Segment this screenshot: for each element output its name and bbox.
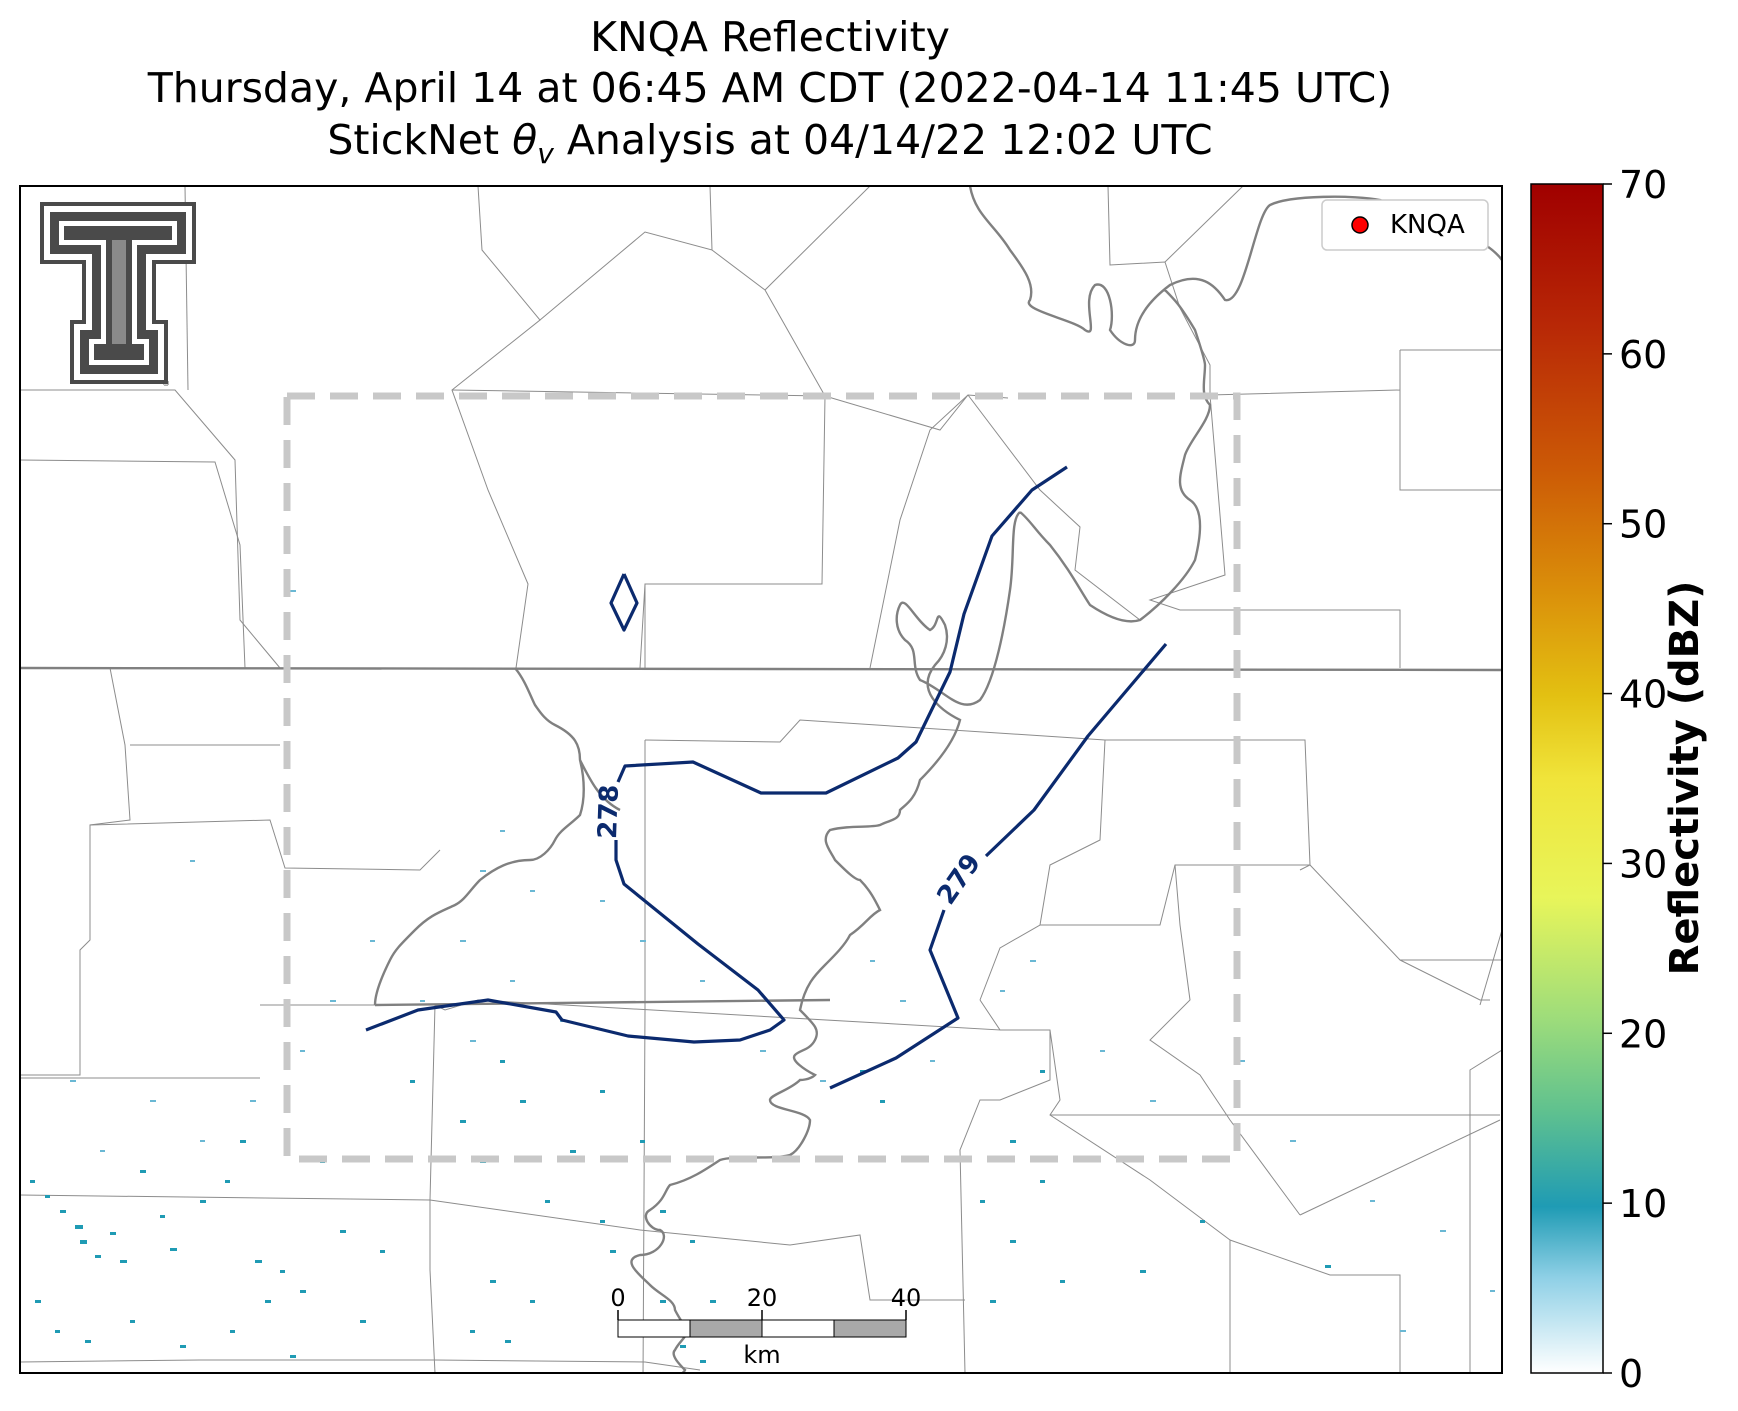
- mississippi-river: [630, 186, 1502, 1373]
- svg-text:®: ®: [162, 379, 170, 388]
- colorbar-tick-label: 40: [1619, 673, 1667, 717]
- legend-marker-knqa: [1351, 216, 1369, 234]
- colorbar-tick-label: 60: [1619, 333, 1667, 377]
- legend: KNQA: [1321, 199, 1489, 251]
- state-border-river-west: [373, 667, 621, 1006]
- chart-subtitle-time: Thursday, April 14 at 06:45 AM CDT (2022…: [147, 64, 1393, 112]
- colorbar-tick-label: 10: [1619, 1182, 1667, 1226]
- colorbar-tick-label: 70: [1619, 163, 1667, 207]
- analysis-domain-box: [283, 392, 1241, 1163]
- chart-title: KNQA Reflectivity: [590, 13, 950, 61]
- scale-bar: 0 20 40 km: [610, 1284, 921, 1369]
- colorbar: 0 10 20 30 40 50 60 70 Reflectivity (dBZ): [1530, 163, 1708, 1396]
- map-frame: [19, 185, 1503, 1374]
- colorbar-label: Reflectivity (dBZ): [1662, 581, 1708, 976]
- colorbar-tick-label: 0: [1619, 1352, 1643, 1396]
- colorbar-ticks: 0 10 20 30 40 50 60 70: [1603, 163, 1667, 1396]
- chart-subtitle-analysis: StickNet θv Analysis at 04/14/22 12:02 U…: [327, 116, 1213, 171]
- scale-tick-0: 0: [610, 1284, 625, 1312]
- scale-unit: km: [743, 1341, 780, 1369]
- texas-tech-double-t-logo: ®: [40, 202, 196, 388]
- colorbar-tick-label: 50: [1619, 503, 1667, 547]
- scale-tick-40: 40: [891, 1284, 922, 1312]
- colorbar-gradient: [1530, 183, 1604, 1374]
- contour-279: [829, 642, 1168, 1090]
- contour-278: [365, 465, 1068, 1044]
- contour-label-278: 278: [593, 784, 625, 839]
- map-area: 278 279 0 20 40 km ®: [20, 186, 1502, 1373]
- legend-label: KNQA: [1390, 210, 1465, 240]
- colorbar-tick-label: 30: [1619, 842, 1667, 886]
- scale-tick-20: 20: [747, 1284, 778, 1312]
- colorbar-tick-label: 20: [1619, 1012, 1667, 1056]
